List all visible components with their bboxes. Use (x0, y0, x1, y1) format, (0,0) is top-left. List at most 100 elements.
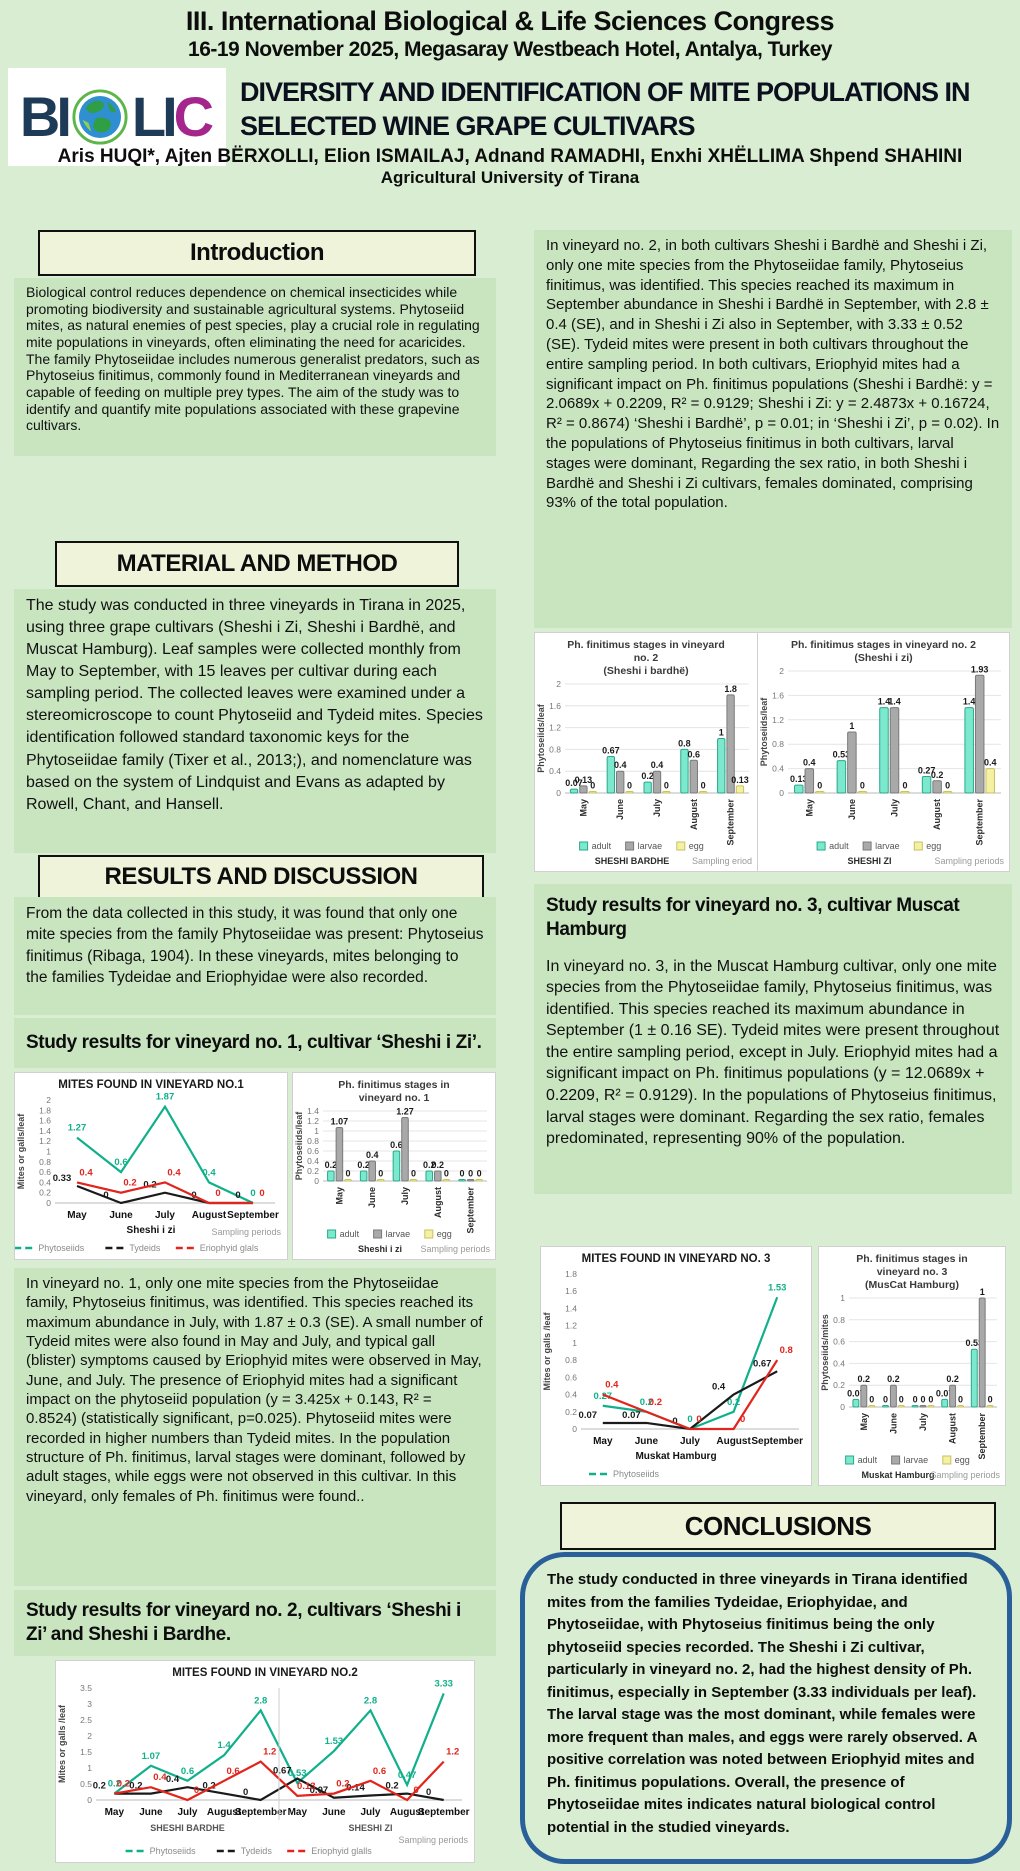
svg-text:0: 0 (477, 1169, 482, 1179)
vineyard2-mites-chart: MITES FOUND IN VINEYARD NO.2 0 0.5 1 1.5 2 2.5… (55, 1660, 475, 1863)
svg-text:0.07: 0.07 (622, 1410, 641, 1421)
introduction-header: Introduction (38, 230, 476, 276)
svg-text:September: September (235, 1807, 287, 1818)
svg-text:3: 3 (87, 1699, 92, 1709)
svg-text:0.8: 0.8 (565, 1355, 577, 1365)
svg-text:0.27: 0.27 (918, 766, 936, 776)
svg-text:June: June (367, 1187, 377, 1208)
svg-text:1.93: 1.93 (971, 664, 989, 674)
logo-text-bi: BI (19, 85, 72, 148)
svg-text:0.4: 0.4 (833, 1358, 845, 1368)
svg-text:0: 0 (740, 1414, 745, 1425)
vineyard1-stages-chart: Ph. finitimus stages in vineyard no. 1 0 0.… (292, 1072, 496, 1260)
svg-text:larvae: larvae (875, 841, 900, 851)
svg-text:0: 0 (920, 1395, 925, 1405)
vineyard2-body: In vineyard no. 2, in both cultivars She… (534, 230, 1012, 628)
svg-text:0.13: 0.13 (297, 1781, 316, 1792)
svg-text:0: 0 (840, 1402, 845, 1412)
svg-text:1.2: 1.2 (772, 715, 784, 725)
vineyard1-mites-chart: MITES FOUND IN VINEYARD NO.1 0 0.2 0.4 0.6 0.… (14, 1072, 288, 1260)
svg-text:0.4: 0.4 (712, 1382, 726, 1393)
svg-text:0.4: 0.4 (984, 758, 997, 768)
svg-text:August: August (433, 1187, 443, 1218)
svg-text:August: August (207, 1807, 242, 1818)
svg-text:0: 0 (913, 1395, 918, 1405)
svg-text:0: 0 (572, 1424, 577, 1434)
svg-text:1.4: 1.4 (565, 1303, 577, 1313)
svg-text:adult: adult (592, 841, 612, 851)
biolic-logo: BI LI C (8, 68, 226, 166)
svg-text:Muskat Hamburg: Muskat Hamburg (861, 1470, 934, 1480)
svg-text:0: 0 (883, 1395, 888, 1405)
svg-text:1.4: 1.4 (878, 697, 891, 707)
svg-text:0.6: 0.6 (226, 1766, 239, 1777)
svg-text:0.53: 0.53 (288, 1768, 307, 1779)
svg-text:Sampling periods: Sampling periods (211, 1227, 281, 1237)
vineyard3-heading: Study results for vineyard no. 3, cultiv… (546, 895, 960, 940)
svg-text:1.8: 1.8 (565, 1269, 577, 1279)
svg-text:August: August (689, 799, 699, 830)
svg-text:0.2: 0.2 (641, 771, 654, 781)
svg-text:MITES FOUND IN VINEYARD NO.1: MITES FOUND IN VINEYARD NO.1 (58, 1079, 244, 1091)
svg-text:Phytoseiids/leaf: Phytoseiids/leaf (294, 1111, 304, 1181)
congress-title: III. International Biological & Life Sci… (185, 6, 835, 36)
svg-text:0.4: 0.4 (549, 766, 561, 776)
svg-text:September: September (466, 1187, 476, 1234)
svg-text:June: June (109, 1210, 133, 1221)
svg-text:Sampling periods: Sampling periods (398, 1835, 468, 1845)
svg-text:(Sheshi i zi): (Sheshi i zi) (854, 652, 912, 664)
svg-text:September: September (227, 1210, 279, 1221)
svg-text:1.2: 1.2 (307, 1116, 319, 1126)
svg-text:0.4: 0.4 (166, 1774, 180, 1785)
svg-text:0.2: 0.2 (336, 1779, 349, 1790)
svg-text:0.4: 0.4 (307, 1156, 319, 1166)
svg-text:Tydeids: Tydeids (241, 1846, 273, 1856)
svg-text:August: August (948, 1413, 958, 1444)
svg-text:0.4: 0.4 (651, 760, 664, 770)
dna-c-icon: C (173, 85, 215, 148)
svg-text:1.4: 1.4 (39, 1126, 51, 1136)
svg-text:0.4: 0.4 (366, 1150, 379, 1160)
svg-text:Sheshi i zi: Sheshi i zi (127, 1225, 176, 1236)
svg-text:0: 0 (87, 1795, 92, 1805)
material-method-body: The study was conducted in three vineyar… (14, 589, 496, 853)
svg-text:1.6: 1.6 (565, 1286, 577, 1296)
svg-text:1.2: 1.2 (549, 723, 561, 733)
svg-text:1.2: 1.2 (263, 1747, 276, 1758)
vineyard2-heading: Study results for vineyard no. 2, cultiv… (26, 1600, 461, 1645)
svg-text:September: September (751, 1436, 803, 1447)
svg-text:0.53: 0.53 (966, 1338, 984, 1348)
svg-text:0: 0 (687, 1414, 692, 1425)
svg-text:2.8: 2.8 (364, 1695, 377, 1706)
svg-text:May: May (859, 1413, 869, 1431)
svg-text:0.5: 0.5 (80, 1779, 92, 1789)
svg-text:0: 0 (444, 1169, 449, 1179)
svg-text:May: May (593, 1436, 613, 1447)
svg-text:0.2: 0.2 (887, 1374, 900, 1384)
svg-text:0: 0 (958, 1395, 963, 1405)
svg-text:0: 0 (413, 1785, 418, 1796)
svg-text:September: September (418, 1807, 470, 1818)
vineyard2-zi-stages-chart: Ph. finitimus stages in vineyard no. 2 (S… (757, 632, 1010, 872)
svg-text:1.4: 1.4 (217, 1740, 231, 1751)
svg-text:Phytoseiids/mites: Phytoseiids/mites (820, 1314, 830, 1391)
svg-text:2: 2 (556, 679, 561, 689)
congress-subtitle: 16-19 November 2025, Megasaray Westbeach… (188, 38, 832, 61)
svg-text:0.14: 0.14 (346, 1783, 365, 1794)
svg-text:May: May (804, 799, 814, 817)
svg-text:SHESHI ZI: SHESHI ZI (847, 856, 891, 866)
svg-text:July: July (177, 1807, 197, 1818)
svg-text:0: 0 (928, 1395, 933, 1405)
svg-text:0: 0 (860, 781, 865, 791)
svg-text:0.2: 0.2 (325, 1160, 338, 1170)
svg-text:0: 0 (103, 1190, 108, 1201)
svg-text:1.07: 1.07 (331, 1117, 349, 1127)
svg-text:SHESHI BARDHE: SHESHI BARDHE (595, 856, 670, 866)
svg-text:egg: egg (437, 1229, 452, 1239)
svg-text:2: 2 (87, 1731, 92, 1741)
svg-text:Eriophyid glalls: Eriophyid glalls (311, 1846, 372, 1856)
svg-text:Ph. finitimus stages in: Ph. finitimus stages in (856, 1253, 967, 1265)
svg-text:0.8: 0.8 (678, 738, 691, 748)
svg-text:0.13: 0.13 (790, 774, 808, 784)
svg-text:1.27: 1.27 (68, 1123, 87, 1134)
